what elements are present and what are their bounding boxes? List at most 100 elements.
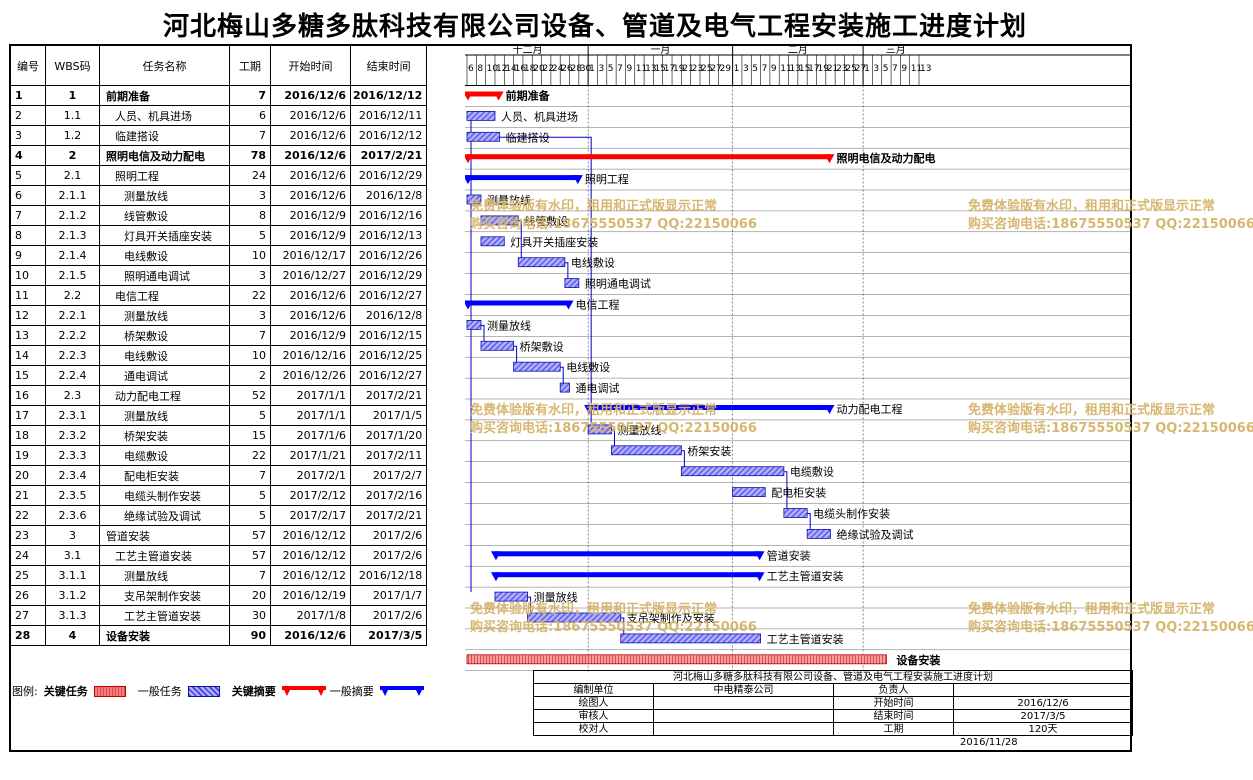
day-tick-label: 14 [505,64,517,74]
bar-label: 照明通电调试 [585,278,651,291]
task-start: 2016/12/9 [270,225,351,246]
task-end: 2017/3/5 [349,625,428,646]
legend-normal-task-swatch [187,685,220,697]
task-bar [587,424,612,435]
summary-bar [467,175,579,181]
header-start: 开始时间 [270,45,351,86]
task-end: 2017/1/20 [349,425,428,446]
task-no: 27 [10,605,46,626]
summary-start-marker [465,154,473,164]
task-wbs: 2.1.2 [45,205,100,226]
task-no: 3 [10,125,46,146]
task-name: 照明工程 [99,165,230,186]
info-end-value: 2017/3/5 [953,709,1133,723]
task-duration: 52 [229,385,271,406]
table-row: 26 3.1.2 支吊架制作安装 20 2016/12/19 2017/1/7 [10,585,428,606]
page-title: 河北梅山多糖多肽科技有限公司设备、管道及电气工程安装施工进度计划 [162,12,1027,42]
summary-end-marker [563,300,574,310]
bar-label: 设备安装 [896,653,940,667]
bar-label: 灯具开关插座安装 [510,235,598,249]
dependency-link [560,366,564,384]
task-no: 8 [10,225,46,246]
bar-label: 测量放线 [487,318,531,332]
task-no: 10 [10,265,46,286]
task-no: 24 [10,545,46,566]
task-start: 2016/12/9 [270,325,351,346]
summary-start-marker [465,91,473,101]
task-duration: 7 [229,565,271,586]
task-duration: 5 [229,505,271,526]
info-unit-label: 编制单位 [533,683,654,697]
task-wbs: 2.1.5 [45,265,100,286]
day-tick-label: 3 [743,64,749,74]
table-row: 12 2.2.1 测量放线 3 2016/12/6 2016/12/8 [10,305,428,326]
legend-critical-summary-swatch [281,686,326,696]
task-start: 2016/12/6 [270,105,351,126]
task-wbs: 4 [45,625,100,646]
task-no: 19 [10,445,46,466]
task-name: 人员、机具进场 [99,105,230,126]
task-start: 2016/12/6 [270,185,351,206]
table-row: 28 4 设备安装 90 2016/12/6 2017/3/5 [10,625,428,646]
task-duration: 57 [229,525,271,546]
task-no: 22 [10,505,46,526]
day-tick-label: 19 [673,64,685,74]
summary-end-marker [493,91,504,101]
task-start: 2017/1/1 [270,385,351,406]
table-row: 21 2.3.5 电缆头制作安装 5 2017/2/12 2017/2/16 [10,485,428,506]
task-no: 14 [10,345,46,366]
task-end: 2016/12/11 [349,105,428,126]
table-row: 22 2.3.6 绝缘试验及调试 5 2017/2/17 2017/2/21 [10,505,428,526]
info-end-label: 结束时间 [833,709,954,723]
day-tick-label: 6 [468,64,474,74]
task-name: 测量放线 [99,565,230,586]
task-start: 2016/12/17 [270,245,351,266]
dependency-link [499,136,592,404]
task-duration: 78 [229,145,271,166]
info-date: 2016/11/28 [960,737,1018,748]
summary-bar [467,91,500,97]
task-end: 2016/12/13 [349,225,428,246]
task-no: 12 [10,305,46,326]
task-bar [517,257,566,268]
task-bar [680,466,785,477]
task-wbs: 2.2 [45,285,100,306]
task-name: 电线敷设 [99,345,230,366]
task-name: 电缆敷设 [99,445,230,466]
dependency-link [681,450,685,467]
bar-label: 支吊架制作及安装 [627,611,715,625]
task-bar [732,487,766,498]
day-tick-label: 13 [645,64,656,74]
info-start-value: 2016/12/6 [953,696,1133,710]
task-duration: 15 [229,425,271,446]
task-start: 2017/1/8 [270,605,351,626]
task-bar [564,278,580,289]
task-start: 2016/12/6 [270,625,351,646]
task-name: 电线敷设 [99,245,230,266]
task-end: 2017/2/6 [349,545,428,566]
day-tick-label: 3 [873,64,879,74]
task-end: 2017/2/6 [349,605,428,626]
bar-label: 电缆敷设 [790,465,834,479]
table-row: 2 1.1 人员、机具进场 6 2016/12/6 2016/12/11 [10,105,428,126]
bar-label: 动力配电工程 [836,403,902,416]
task-wbs: 2.1.4 [45,245,100,266]
summary-end-marker [754,572,765,582]
task-wbs: 2.2.3 [45,345,100,366]
bar-label: 工艺主管道安装 [767,569,844,583]
task-start: 2017/2/1 [270,465,351,486]
task-start: 2017/1/1 [270,405,351,426]
table-row: 5 2.1 照明工程 24 2016/12/6 2016/12/29 [10,165,428,186]
summary-end-marker [824,405,835,414]
legend-prefix: 图例: [12,685,38,698]
summary-end-marker [824,154,835,164]
day-tick-label: 25 [845,64,856,74]
task-wbs: 2.3.1 [45,405,100,426]
task-no: 2 [10,105,46,126]
bar-label: 前期准备 [506,89,551,103]
task-wbs: 2.1 [45,165,100,186]
table-row: 9 2.1.4 电线敷设 10 2016/12/17 2016/12/26 [10,245,428,266]
task-duration: 5 [229,485,271,506]
task-start: 2016/12/27 [270,265,351,286]
